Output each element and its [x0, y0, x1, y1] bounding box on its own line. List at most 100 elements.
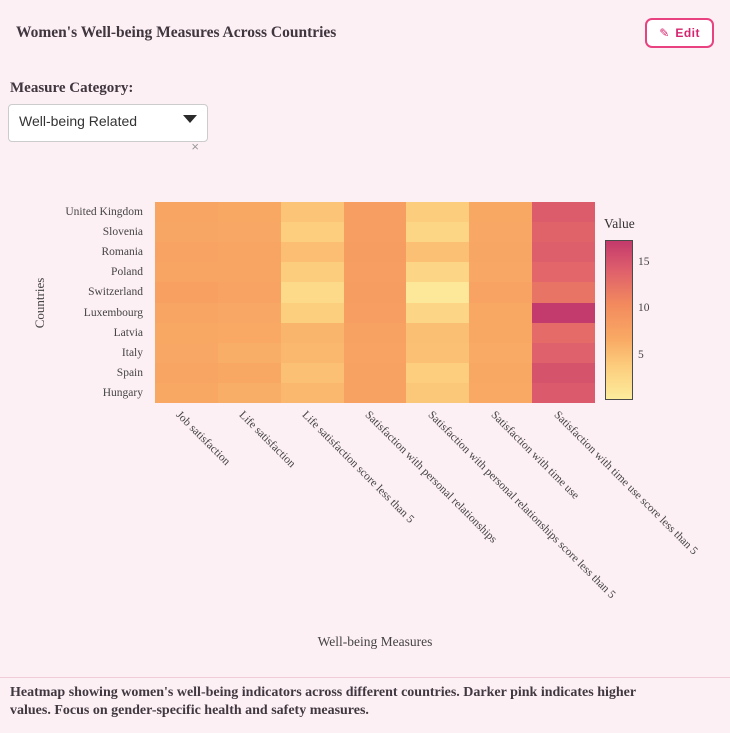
heatmap-cell[interactable] [406, 302, 470, 323]
footer-description: Heatmap showing women's well-being indic… [10, 685, 636, 719]
heatmap-cell[interactable] [280, 342, 344, 363]
heatmap-cell[interactable] [155, 262, 218, 283]
heatmap-cell[interactable] [155, 202, 218, 223]
colorbar-tick: 5 [638, 349, 644, 361]
category-dropdown[interactable]: Well-being Related × [8, 104, 208, 153]
y-tick-labels: United Kingdom Slovenia Romania Poland Switz… [55, 202, 150, 403]
heatmap-cell[interactable] [469, 342, 533, 363]
footer-divider [0, 677, 730, 678]
heatmap-cell[interactable] [532, 262, 595, 283]
heatmap-cell[interactable] [406, 222, 470, 243]
page-title: Women's Well-being Measures Across Count… [16, 24, 337, 41]
heatmap-cell[interactable] [217, 262, 281, 283]
heatmap-cell[interactable] [280, 382, 344, 403]
heatmap-cell[interactable] [406, 202, 470, 223]
heatmap-cell[interactable] [343, 322, 407, 343]
edit-button[interactable]: ✎ Edit [645, 18, 714, 48]
y-tick-label: Romania [101, 246, 143, 259]
heatmap-cell[interactable] [280, 322, 344, 343]
heatmap-cell[interactable] [343, 382, 407, 403]
heatmap-cell[interactable] [280, 362, 344, 383]
heatmap-cell[interactable] [532, 322, 595, 343]
edit-button-label: Edit [675, 26, 700, 40]
colorbar-tick: 10 [638, 302, 650, 315]
y-tick-label: Italy [121, 346, 143, 359]
heatmap-cell[interactable] [343, 362, 407, 383]
heatmap-cell[interactable] [155, 242, 218, 263]
heatmap-cell[interactable] [469, 322, 533, 343]
x-axis-title: Well-being Measures [317, 634, 433, 649]
heatmap-cell[interactable] [406, 362, 470, 383]
heatmap-cell[interactable] [469, 282, 533, 303]
heatmap-cell[interactable] [155, 302, 218, 323]
heatmap-cell[interactable] [280, 222, 344, 243]
y-tick-label: United Kingdom [65, 206, 143, 219]
heatmap-cell[interactable] [406, 322, 470, 343]
heatmap-cell[interactable] [343, 242, 407, 263]
heatmap-cell[interactable] [532, 242, 595, 263]
y-tick-label: Switzerland [88, 286, 143, 299]
heatmap-cell[interactable] [217, 302, 281, 323]
heatmap-cell[interactable] [155, 282, 218, 303]
heatmap-cell[interactable] [469, 202, 533, 223]
heatmap-cell[interactable] [217, 242, 281, 263]
x-tick-label: Job satisfaction [173, 409, 233, 468]
heatmap-cell[interactable] [532, 342, 595, 363]
heatmap-cell[interactable] [532, 282, 595, 303]
heatmap-cell[interactable] [280, 282, 344, 303]
heatmap-cell[interactable] [469, 242, 533, 263]
x-tick-label: Life satisfaction score less than 5 [299, 409, 417, 526]
colorbar [605, 240, 633, 400]
heatmap-cell[interactable] [406, 342, 470, 363]
heatmap-cell[interactable] [217, 342, 281, 363]
x-tick-label: Life satisfaction [236, 409, 298, 471]
heatmap-cell[interactable] [217, 362, 281, 383]
heatmap-cell[interactable] [406, 262, 470, 283]
y-tick-label: Poland [111, 266, 143, 279]
heatmap-cell[interactable] [217, 222, 281, 243]
heatmap-cell[interactable] [155, 222, 218, 243]
heatmap-cell[interactable] [217, 202, 281, 223]
chevron-down-icon[interactable] [183, 115, 197, 123]
heatmap-cell[interactable] [532, 382, 595, 403]
heatmap-cell[interactable] [280, 202, 344, 223]
heatmap-cell[interactable] [280, 262, 344, 283]
heatmap-cell[interactable] [532, 362, 595, 383]
heatmap-cell[interactable] [343, 342, 407, 363]
y-tick-label: Spain [116, 366, 143, 379]
heatmap-cell[interactable] [406, 382, 470, 403]
heatmap-cell[interactable] [217, 282, 281, 303]
heatmap-cell[interactable] [343, 262, 407, 283]
y-axis-title: Countries [32, 277, 47, 329]
heatmap-cell[interactable] [217, 322, 281, 343]
heatmap-cell[interactable] [469, 362, 533, 383]
heatmap-cell[interactable] [343, 282, 407, 303]
heatmap-cell[interactable] [532, 202, 595, 223]
heatmap-cell[interactable] [280, 242, 344, 263]
heatmap-cell[interactable] [532, 302, 595, 323]
x-tick-labels: Job satisfaction Life satisfaction Life sa… [155, 409, 699, 634]
heatmap-cell[interactable] [155, 382, 218, 403]
heatmap-cell[interactable] [469, 222, 533, 243]
y-tick-label: Luxembourg [83, 306, 143, 319]
heatmap-cell[interactable] [532, 222, 595, 243]
heatmap-cell[interactable] [406, 282, 470, 303]
heatmap-cell[interactable] [155, 342, 218, 363]
heatmap-cell[interactable] [469, 302, 533, 323]
heatmap-grid [155, 202, 595, 403]
heatmap-cell[interactable] [406, 242, 470, 263]
heatmap-cell[interactable] [469, 382, 533, 403]
heatmap-cell[interactable] [469, 262, 533, 283]
heatmap-cell[interactable] [343, 202, 407, 223]
heatmap-cell[interactable] [343, 302, 407, 323]
heatmap-cell[interactable] [155, 322, 218, 343]
dropdown-clear-icon[interactable]: × [191, 139, 199, 154]
pencil-icon: ✎ [659, 26, 670, 40]
heatmap-cell[interactable] [343, 222, 407, 243]
heatmap-cell[interactable] [280, 302, 344, 323]
x-tick-label: Satisfaction with time use score less th… [551, 409, 700, 558]
y-tick-label: Hungary [102, 386, 143, 399]
heatmap-cell[interactable] [155, 362, 218, 383]
heatmap-cell[interactable] [217, 382, 281, 403]
